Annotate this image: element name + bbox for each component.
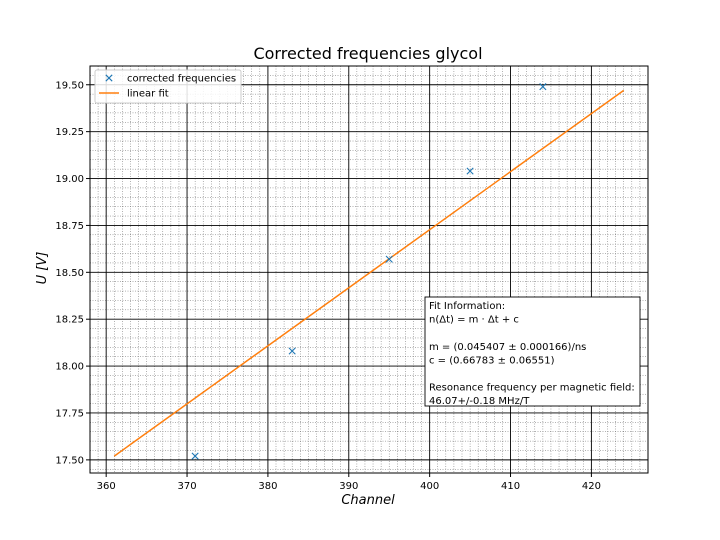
fit-info-line: n(Δt) = m · Δt + c xyxy=(429,315,519,326)
y-axis-label: U [V] xyxy=(35,252,50,285)
y-tick-label: 18.25 xyxy=(55,315,84,326)
x-tick-label: 380 xyxy=(258,481,277,492)
legend: corrected frequencies linear fit xyxy=(94,69,242,104)
y-tick-label: 19.25 xyxy=(55,127,84,138)
axis-ticks: 360 370 380 390 400 410 420 17.50 17.75 18.00 18.2… xyxy=(55,80,601,492)
x-tick-label: 410 xyxy=(501,481,520,492)
linear-fit-line xyxy=(113,89,625,457)
minor-grid xyxy=(89,65,649,473)
data-point-marker xyxy=(191,452,199,460)
y-tick-label: 18.75 xyxy=(55,221,84,232)
x-tick-label: 400 xyxy=(420,481,439,492)
y-tick-label: 17.50 xyxy=(55,455,84,466)
y-tick-label: 19.50 xyxy=(55,80,84,91)
y-tick-label: 19.00 xyxy=(55,174,84,185)
x-axis-label: Channel xyxy=(341,493,395,508)
data-point-marker xyxy=(288,347,296,355)
legend-label: linear fit xyxy=(127,89,169,100)
fit-info-line: c = (0.66783 ± 0.06551) xyxy=(429,355,555,366)
fit-info-line: 46.07+/-0.18 MHz/T xyxy=(429,396,530,407)
x-tick-label: 370 xyxy=(177,481,196,492)
fit-info-line: Fit Information: xyxy=(429,301,505,312)
fit-info-line: m = (0.045407 ± 0.000166)/ns xyxy=(429,342,586,353)
fit-info-line: Resonance frequency per magnetic field: xyxy=(429,383,635,394)
data-point-marker xyxy=(539,83,547,91)
y-tick-label: 18.50 xyxy=(55,268,84,279)
plot-area: 360 370 380 390 400 410 420 17.50 17.75 18.00 18.2… xyxy=(55,65,649,492)
fit-info-box: Fit Information: n(Δt) = m · Δt + c m = (0… xyxy=(424,296,641,407)
data-point-marker xyxy=(466,167,474,175)
x-tick-label: 360 xyxy=(97,481,116,492)
legend-marker-scatter xyxy=(105,74,113,82)
x-tick-label: 390 xyxy=(339,481,358,492)
data-point-marker xyxy=(385,255,393,263)
legend-box xyxy=(94,69,242,104)
chart-title: Corrected frequencies glycol xyxy=(253,44,482,63)
plot-background xyxy=(90,66,648,473)
y-tick-label: 18.00 xyxy=(55,362,84,373)
legend-label: corrected frequencies xyxy=(127,74,236,85)
series-layer xyxy=(113,83,625,460)
fit-info-frame xyxy=(424,296,641,407)
y-tick-label: 17.75 xyxy=(55,408,84,419)
x-tick-label: 420 xyxy=(582,481,601,492)
plot-frame xyxy=(89,65,649,474)
